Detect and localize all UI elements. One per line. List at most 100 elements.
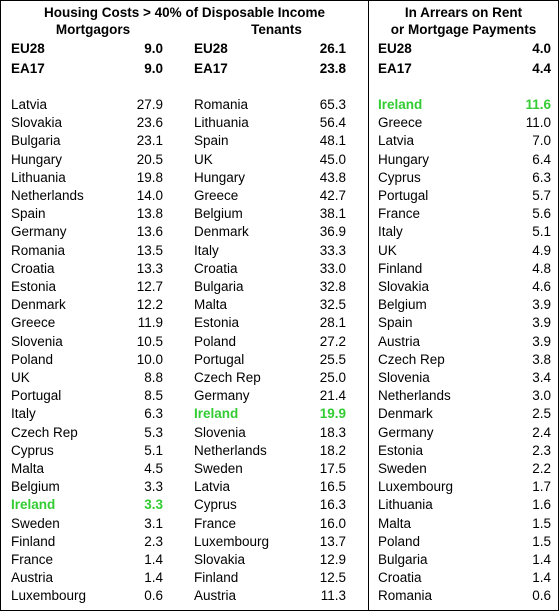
country-name: Sweden (194, 461, 243, 476)
country-value: 1.4 (144, 570, 163, 586)
country-value: 33.0 (319, 260, 346, 276)
country-value: 6.3 (532, 169, 551, 185)
country-name: Slovenia (378, 370, 430, 385)
country-name: Sweden (11, 515, 60, 531)
country-name: Latvia (11, 97, 48, 112)
country-value: 1.7 (532, 479, 551, 495)
country-value: 65.3 (319, 97, 346, 112)
country-name: Greece (11, 315, 56, 331)
country-name: Bulgaria (378, 552, 428, 567)
country-name: Lithuania (11, 169, 66, 185)
country-name: Finland (11, 533, 56, 549)
aggregate-value: 9.0 (144, 41, 163, 56)
country-name: Bulgaria (11, 133, 61, 149)
country-name: Malta (378, 515, 412, 531)
country-name: Estonia (11, 279, 57, 294)
country-name: Croatia (194, 260, 238, 276)
country-value: 1.4 (144, 552, 163, 567)
country-name: UK (11, 370, 30, 385)
country-name: France (11, 552, 54, 567)
country-value: 3.0 (532, 388, 551, 404)
country-name: Cyprus (11, 442, 54, 458)
arrears-title: or Mortgage Payments (390, 22, 537, 37)
country-name: Malta (11, 461, 45, 476)
country-value: 18.3 (319, 424, 346, 440)
country-name: Romania (378, 588, 433, 604)
country-name: UK (194, 151, 213, 167)
country-value: 42.7 (319, 188, 346, 203)
country-name: Denmark (378, 406, 433, 422)
country-value: 4.9 (532, 242, 551, 258)
country-value: 2.2 (532, 461, 551, 476)
aggregate-name: EU28 (194, 41, 228, 56)
country-value: 3.9 (532, 333, 551, 349)
aggregate-value: 4.4 (532, 61, 551, 76)
aggregate-value: 26.1 (319, 41, 346, 56)
country-value: 5.7 (532, 188, 551, 203)
country-value: 8.5 (144, 388, 163, 404)
country-value: 13.7 (319, 533, 346, 549)
aggregate-value: 9.0 (144, 61, 163, 76)
country-name: Belgium (194, 206, 243, 222)
country-name: Poland (11, 351, 54, 367)
country-name: Germany (11, 224, 67, 240)
aggregate-name: EU28 (11, 41, 45, 56)
country-name: Lithuania (194, 115, 249, 131)
country-value: 10.5 (136, 333, 163, 349)
country-value: 56.4 (319, 115, 346, 131)
country-name: Slovenia (11, 333, 63, 349)
country-value: 13.3 (136, 260, 163, 276)
column-header: Mortgagors (55, 22, 131, 37)
country-value: 10.0 (136, 351, 163, 367)
country-value: 38.1 (319, 206, 346, 222)
country-value: 2.3 (144, 533, 163, 549)
country-name: Luxembourg (194, 533, 270, 549)
country-value: 11.6 (525, 97, 551, 112)
aggregate-value: 23.8 (319, 61, 346, 76)
country-value: 36.9 (319, 224, 346, 240)
country-name: Croatia (378, 570, 422, 586)
country-name: Spain (194, 133, 229, 149)
country-name: Greece (194, 188, 239, 203)
country-name: Cyprus (378, 169, 421, 185)
country-value: 4.5 (144, 461, 163, 476)
country-name: Greece (378, 115, 423, 131)
country-name: Finland (378, 260, 423, 276)
country-value: 5.3 (144, 424, 163, 440)
country-value: 19.8 (136, 169, 163, 185)
country-value: 2.5 (532, 406, 551, 422)
country-value: 27.2 (319, 333, 346, 349)
country-name: Ireland (11, 497, 56, 513)
country-name: Slovenia (194, 424, 246, 440)
country-value: 21.4 (319, 388, 346, 404)
arrears-title: In Arrears on Rent (404, 5, 523, 20)
country-name: Netherlands (194, 442, 267, 458)
country-value: 1.5 (532, 533, 551, 549)
country-name: Hungary (194, 169, 246, 185)
country-value: 43.8 (319, 169, 346, 185)
country-name: UK (378, 242, 397, 258)
country-value: 45.0 (319, 151, 346, 167)
country-value: 3.3 (144, 479, 163, 495)
country-value: 16.3 (319, 497, 346, 513)
country-value: 16.0 (319, 515, 346, 531)
country-value: 3.9 (532, 297, 551, 313)
country-value: 14.0 (136, 188, 163, 203)
country-name: Hungary (11, 151, 63, 167)
country-value: 1.4 (532, 552, 551, 567)
country-value: 5.1 (144, 442, 163, 458)
country-value: 23.6 (136, 115, 163, 131)
country-value: 13.8 (136, 206, 163, 222)
country-value: 3.3 (144, 497, 163, 513)
aggregate-name: EU28 (378, 41, 412, 56)
country-value: 3.9 (532, 315, 551, 331)
aggregate-value: 4.0 (532, 41, 551, 56)
country-value: 32.8 (319, 279, 346, 294)
country-name: Estonia (378, 442, 424, 458)
country-value: 32.5 (319, 297, 346, 313)
country-value: 8.8 (144, 370, 163, 385)
country-name: France (194, 515, 237, 531)
country-value: 0.6 (144, 588, 163, 604)
column-divider (368, 1, 369, 610)
